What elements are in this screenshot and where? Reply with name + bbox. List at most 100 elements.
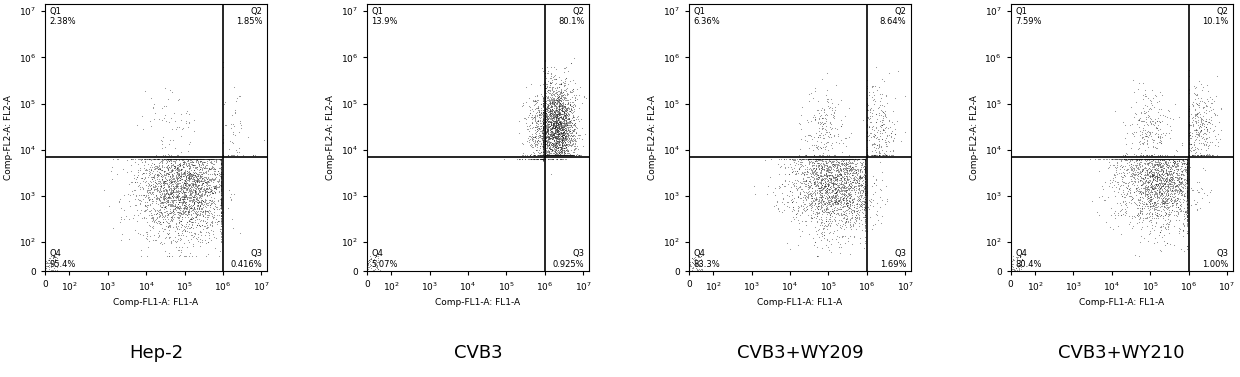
Point — [1149, 137, 1169, 143]
Point — [38, 263, 58, 269]
Point — [176, 192, 196, 198]
Point — [825, 190, 844, 196]
Point — [528, 105, 548, 111]
Point — [569, 152, 589, 158]
Point — [537, 123, 557, 129]
Point — [551, 144, 570, 150]
Point — [146, 237, 166, 243]
Point — [557, 136, 577, 142]
Point — [546, 149, 565, 155]
Point — [184, 193, 203, 199]
Point — [1122, 172, 1142, 178]
Point — [554, 103, 574, 109]
Point — [543, 134, 563, 140]
Point — [202, 178, 222, 184]
Point — [863, 84, 883, 90]
Point — [529, 152, 549, 158]
Point — [569, 132, 589, 138]
Point — [1177, 156, 1197, 162]
Point — [810, 156, 830, 162]
Point — [193, 159, 213, 166]
Point — [211, 185, 231, 192]
Point — [1173, 167, 1193, 173]
Point — [1145, 207, 1164, 213]
Point — [1167, 198, 1187, 204]
Point — [537, 64, 557, 70]
Point — [45, 256, 64, 262]
Point — [542, 104, 562, 110]
Point — [160, 156, 180, 162]
Point — [812, 190, 832, 196]
Point — [563, 133, 583, 139]
Point — [802, 193, 822, 199]
Point — [187, 156, 207, 162]
Point — [815, 175, 835, 181]
Point — [1177, 156, 1197, 162]
Point — [825, 115, 844, 121]
Point — [536, 134, 556, 140]
Point — [1172, 156, 1192, 162]
Point — [551, 149, 570, 155]
Point — [875, 92, 895, 98]
Point — [875, 152, 895, 158]
Point — [553, 94, 573, 100]
Point — [806, 203, 826, 209]
Point — [806, 169, 826, 175]
Point — [195, 188, 215, 195]
Point — [1199, 199, 1219, 205]
Point — [174, 198, 193, 204]
Point — [1174, 159, 1194, 166]
Point — [1161, 156, 1180, 162]
Point — [153, 138, 172, 144]
Point — [1187, 129, 1207, 135]
Point — [533, 98, 553, 104]
Point — [837, 201, 857, 207]
Point — [536, 118, 556, 124]
Point — [1157, 172, 1177, 178]
Point — [211, 185, 231, 191]
Point — [812, 177, 832, 183]
Point — [1149, 177, 1169, 183]
Point — [1177, 156, 1197, 162]
Point — [1146, 190, 1166, 196]
Point — [208, 156, 228, 162]
Point — [167, 152, 187, 158]
Point — [549, 104, 569, 110]
Point — [811, 198, 831, 204]
Point — [1177, 185, 1197, 192]
Point — [822, 161, 842, 167]
Point — [548, 152, 568, 158]
Point — [170, 235, 190, 241]
Point — [536, 137, 556, 143]
Point — [176, 174, 196, 180]
Point — [536, 135, 556, 141]
Point — [548, 98, 568, 104]
Point — [1194, 190, 1214, 196]
Point — [826, 185, 846, 191]
Point — [810, 161, 830, 167]
Point — [182, 219, 202, 225]
Point — [182, 178, 202, 184]
Point — [541, 115, 560, 121]
Point — [841, 223, 861, 229]
Point — [551, 112, 570, 118]
Point — [538, 97, 558, 103]
Point — [691, 266, 711, 272]
Point — [552, 135, 572, 141]
Point — [536, 129, 556, 135]
Point — [184, 187, 203, 193]
Point — [808, 98, 828, 104]
Point — [539, 152, 559, 158]
Point — [1177, 156, 1197, 162]
Point — [193, 180, 213, 186]
Point — [867, 119, 887, 125]
Point — [817, 112, 837, 118]
Point — [146, 219, 166, 225]
Point — [847, 215, 867, 221]
Point — [849, 182, 869, 188]
Point — [1121, 156, 1141, 162]
Point — [172, 193, 192, 199]
Point — [154, 179, 174, 185]
Point — [177, 148, 197, 154]
Point — [552, 147, 572, 153]
